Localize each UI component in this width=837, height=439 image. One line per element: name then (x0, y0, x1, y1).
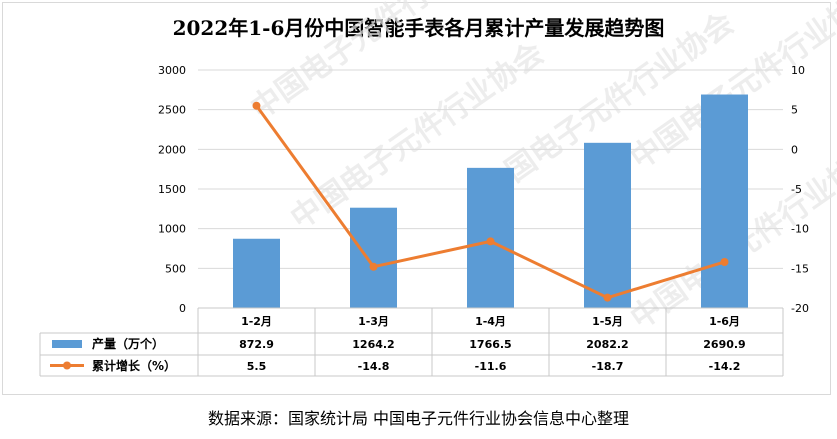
category-label: 1-3月 (358, 315, 389, 328)
bar-value-label: 1264.2 (352, 338, 394, 351)
legend-bar-swatch (52, 340, 82, 348)
bar (584, 142, 631, 308)
y-left-tick-label: 3000 (158, 64, 186, 77)
bar (350, 207, 397, 308)
line-point (486, 237, 495, 246)
y-right-tick-label: 5 (791, 104, 798, 117)
y-axis-right: -20 -15 -10 -5 0 5 10 (791, 64, 809, 315)
line-point (603, 293, 612, 302)
line-point (252, 101, 261, 110)
y-right-tick-label: 10 (791, 64, 805, 77)
y-right-tick-label: -10 (791, 223, 809, 236)
y-right-tick-label: 0 (791, 143, 798, 156)
bar (233, 238, 280, 308)
y-right-tick-label: -20 (791, 302, 809, 315)
line-value-label: -14.2 (709, 360, 741, 373)
bar (701, 94, 748, 308)
line-value-label: 5.5 (247, 360, 267, 373)
y-axis-left: 0 500 1000 1500 2000 2500 3000 (158, 64, 186, 315)
bar-value-label: 872.9 (239, 338, 274, 351)
chart-title: 2022年1-6月份中国智能手表各月累计产量发展趋势图 (172, 16, 665, 40)
y-left-tick-label: 0 (179, 302, 186, 315)
line-point (369, 262, 378, 271)
y-left-tick-label: 1500 (158, 183, 186, 196)
data-table: 1-2月 872.9 5.5 1-3月 1264.2 -14.8 1-4月 1766.5 -11… (39, 307, 784, 377)
source-footer: 数据来源：国家统计局 中国电子元件行业协会信息中心整理 (207, 409, 630, 428)
y-left-tick-label: 2000 (158, 143, 186, 156)
line-value-label: -14.8 (358, 360, 390, 373)
category-label: 1-2月 (241, 315, 272, 328)
y-left-tick-label: 500 (165, 262, 186, 275)
legend-line-marker (63, 361, 71, 370)
watermark-layer: 中国电子元件行业协会中国电子元件行业协会中国电子元件行业协会中国电子元件行业协会… (245, 0, 837, 337)
y-right-tick-label: -5 (791, 183, 802, 196)
category-label: 1-4月 (475, 315, 506, 328)
y-left-tick-label: 2500 (158, 104, 186, 117)
bar-series (233, 94, 748, 308)
line-point (720, 257, 729, 266)
line-series (252, 101, 729, 302)
legend-line-label: 累计增长（%） (92, 358, 176, 373)
legend-bar-label: 产量（万个） (92, 336, 164, 351)
bar-value-label: 2082.2 (586, 338, 628, 351)
line-value-label: -11.6 (475, 360, 507, 373)
line-value-label: -18.7 (592, 360, 624, 373)
bar-value-label: 2690.9 (703, 338, 745, 351)
category-label: 1-5月 (592, 315, 623, 328)
bar-value-label: 1766.5 (469, 338, 511, 351)
y-right-tick-label: -15 (791, 262, 809, 275)
category-label: 1-6月 (709, 315, 740, 328)
chart-frame (2, 2, 831, 395)
y-left-tick-label: 1000 (158, 223, 186, 236)
